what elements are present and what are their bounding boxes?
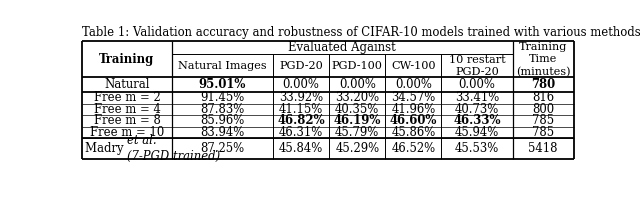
Text: 46.31%: 46.31% [279,126,323,139]
Text: 46.52%: 46.52% [391,142,435,155]
Text: Free m = 2: Free m = 2 [93,91,161,104]
Text: 95.01%: 95.01% [198,78,246,91]
Text: 45.29%: 45.29% [335,142,380,155]
Text: 785: 785 [532,126,554,139]
Text: Free m = 4: Free m = 4 [93,103,161,116]
Text: Training
Time
(minutes): Training Time (minutes) [516,42,570,77]
Text: 800: 800 [532,103,554,116]
Text: Evaluated Against: Evaluated Against [288,41,396,54]
Text: 41.15%: 41.15% [279,103,323,116]
Text: Free m = 8: Free m = 8 [93,115,161,127]
Text: 45.86%: 45.86% [391,126,436,139]
Text: 45.53%: 45.53% [455,142,499,155]
Text: Madry: Madry [84,142,127,155]
Text: Training: Training [99,53,155,66]
Text: 10 restart
PGD-20: 10 restart PGD-20 [449,55,506,77]
Text: 45.79%: 45.79% [335,126,380,139]
Text: Free m = 10: Free m = 10 [90,126,164,139]
Text: 780: 780 [531,78,556,91]
Text: Natural Images: Natural Images [178,61,267,71]
Text: 40.73%: 40.73% [455,103,499,116]
Text: 0.00%: 0.00% [339,78,376,91]
Text: 85.96%: 85.96% [200,115,244,127]
Text: 33.20%: 33.20% [335,91,380,104]
Text: 0.00%: 0.00% [395,78,432,91]
Text: 33.92%: 33.92% [279,91,323,104]
Text: 34.57%: 34.57% [391,91,436,104]
Text: 87.25%: 87.25% [200,142,244,155]
Text: PGD-100: PGD-100 [332,61,383,71]
Text: 33.41%: 33.41% [455,91,499,104]
Text: 87.83%: 87.83% [200,103,244,116]
Text: 5418: 5418 [529,142,558,155]
Text: 91.45%: 91.45% [200,91,244,104]
Text: et al.
(7-PGD trained): et al. (7-PGD trained) [127,134,220,163]
Text: 0.00%: 0.00% [283,78,319,91]
Text: 41.96%: 41.96% [391,103,436,116]
Text: 46.33%: 46.33% [453,115,501,127]
Text: PGD-20: PGD-20 [279,61,323,71]
Text: 816: 816 [532,91,554,104]
Text: 46.60%: 46.60% [390,115,437,127]
Text: 40.35%: 40.35% [335,103,380,116]
Text: 0.00%: 0.00% [459,78,495,91]
Text: 45.84%: 45.84% [279,142,323,155]
Text: 45.94%: 45.94% [455,126,499,139]
Text: Natural: Natural [104,78,150,91]
Text: Table 1: Validation accuracy and robustness of CIFAR-10 models trained with vari: Table 1: Validation accuracy and robustn… [83,26,640,39]
Text: 46.19%: 46.19% [333,115,381,127]
Text: 46.82%: 46.82% [277,115,325,127]
Text: 83.94%: 83.94% [200,126,244,139]
Text: 785: 785 [532,115,554,127]
Text: CW-100: CW-100 [391,61,436,71]
